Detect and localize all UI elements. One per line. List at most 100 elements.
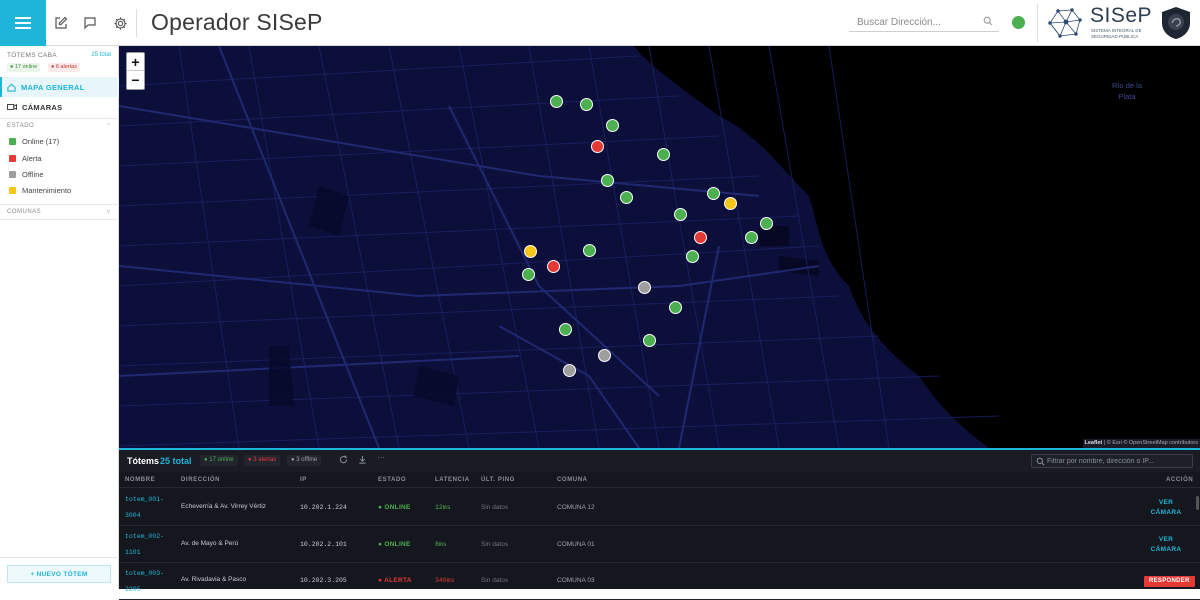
- home-icon: [7, 83, 16, 92]
- legend-maintenance[interactable]: Mantenimiento: [9, 186, 71, 195]
- table-title: Tótems: [127, 456, 160, 466]
- totem-marker-online[interactable]: [760, 217, 773, 230]
- table-toolbar: Tótems 25 total ● 17 online ● 3 alertas …: [119, 450, 1200, 472]
- totem-comuna: COMUNA 03: [557, 577, 595, 584]
- col-header-ip[interactable]: IP: [300, 477, 307, 483]
- col-header-nombre[interactable]: NOMBRE: [125, 477, 156, 483]
- totem-marker-online[interactable]: [745, 231, 758, 244]
- legend-alert[interactable]: Alerta: [9, 154, 42, 163]
- offline-chip[interactable]: ● 3 offline: [287, 455, 322, 466]
- address-search-input[interactable]: [849, 13, 974, 32]
- sidebar: TÓTEMS CABA 25 total ● 17 online ● 6 ale…: [0, 46, 119, 589]
- messages-button[interactable]: [80, 13, 100, 33]
- totem-marker-online[interactable]: [657, 148, 670, 161]
- table-header: NOMBRE DIRECCIÓN IP ESTADO LATENCIA ÚLT.…: [119, 472, 1200, 488]
- download-icon: [359, 455, 366, 464]
- table-filter-input[interactable]: [1047, 456, 1187, 467]
- search-icon[interactable]: [983, 16, 993, 26]
- alert-swatch: [9, 155, 16, 162]
- col-header-estado[interactable]: ESTADO: [378, 477, 407, 483]
- police-badge-icon: [1162, 7, 1190, 39]
- totem-marker-offline[interactable]: [563, 364, 576, 377]
- new-totem-button[interactable]: + NUEVO TÓTEM: [7, 565, 111, 583]
- totem-marker-online[interactable]: [559, 323, 572, 336]
- totem-state: ● ONLINE: [378, 504, 411, 511]
- comunas-section-label[interactable]: COMUNAS: [7, 209, 42, 215]
- table-filter[interactable]: [1031, 454, 1193, 468]
- col-header-comuna[interactable]: COMUNA: [557, 477, 588, 483]
- divider: [0, 557, 119, 558]
- totem-marker-online[interactable]: [522, 268, 535, 281]
- nav-item-camaras[interactable]: CÁMARAS: [0, 97, 119, 117]
- legend-label: Alerta: [22, 154, 42, 163]
- col-header-ult-ping[interactable]: ÚLT. PING: [481, 477, 515, 483]
- totem-address: Echeverría & Av. Virrey Vértiz: [181, 503, 266, 510]
- totem-name[interactable]: totem_002-1101: [125, 533, 165, 556]
- totem-marker-offline[interactable]: [598, 349, 611, 362]
- map-view[interactable]: + − Río de la Plata Leaflet | © Esri © O…: [119, 46, 1200, 448]
- settings-button[interactable]: [110, 13, 130, 33]
- respond-button[interactable]: RESPONDER: [1144, 576, 1195, 587]
- estado-section-label: ESTADO: [7, 123, 35, 129]
- refresh-icon: [339, 455, 348, 464]
- totem-marker-online[interactable]: [583, 244, 596, 257]
- totem-ip: 10.202.2.101: [300, 541, 347, 548]
- online-chip[interactable]: ● 17 online: [200, 455, 238, 466]
- logo-name: SISeP: [1090, 4, 1153, 27]
- totem-marker-online[interactable]: [686, 250, 699, 263]
- totem-marker-online[interactable]: [580, 98, 593, 111]
- col-header-latencia[interactable]: LATENCIA: [435, 477, 470, 483]
- totem-marker-online[interactable]: [674, 208, 687, 221]
- totem-marker-maintenance[interactable]: [724, 197, 737, 210]
- totem-latency: 340ms: [435, 577, 455, 584]
- zoom-in-button[interactable]: +: [127, 53, 144, 71]
- chat-icon: [84, 17, 96, 30]
- totem-marker-alert[interactable]: [694, 231, 707, 244]
- totem-marker-maintenance[interactable]: [524, 245, 537, 258]
- view-camera-link[interactable]: VER CÁMARA: [1150, 536, 1182, 553]
- edit-button[interactable]: [51, 13, 71, 33]
- totem-marker-online[interactable]: [550, 95, 563, 108]
- totem-marker-offline[interactable]: [638, 281, 651, 294]
- maintenance-swatch: [9, 187, 16, 194]
- chevron-down-icon[interactable]: v: [107, 209, 110, 215]
- page-title: Operador SISeP: [151, 9, 323, 35]
- col-header-accion: ACCIÓN: [1166, 477, 1194, 483]
- nav-item-mapa-general[interactable]: MAPA GENERAL: [0, 77, 119, 97]
- table-scrollbar[interactable]: [1196, 496, 1199, 510]
- totem-marker-online[interactable]: [707, 187, 720, 200]
- totem-marker-alert[interactable]: [591, 140, 604, 153]
- totem-marker-online[interactable]: [606, 119, 619, 132]
- nav-label: CÁMARAS: [22, 102, 63, 112]
- legend-offline[interactable]: Offline: [9, 170, 44, 179]
- totem-marker-online[interactable]: [643, 334, 656, 347]
- leaflet-link[interactable]: Leaflet: [1084, 440, 1103, 446]
- legend-online[interactable]: Online (17): [9, 137, 59, 146]
- network-logo-icon: [1048, 8, 1082, 38]
- totems-table-panel: Tótems 25 total ● 17 online ● 3 alertas …: [119, 448, 1200, 600]
- chevron-up-icon[interactable]: ^: [107, 123, 110, 129]
- refresh-button[interactable]: [339, 455, 348, 466]
- zoom-out-button[interactable]: −: [131, 72, 140, 88]
- totem-state: ● ONLINE: [378, 541, 411, 548]
- totem-name[interactable]: totem_001-3004: [125, 496, 165, 519]
- view-camera-link[interactable]: VER CÁMARA: [1150, 499, 1182, 516]
- totem-marker-online[interactable]: [601, 174, 614, 187]
- address-search[interactable]: [849, 12, 999, 32]
- totem-name[interactable]: totem_003-2205: [125, 570, 165, 593]
- online-count-badge: ● 17 online: [7, 63, 41, 72]
- more-options-button[interactable]: ···: [377, 453, 385, 462]
- totem-marker-online[interactable]: [669, 301, 682, 314]
- table-row[interactable]: totem_002-1101 Av. de Mayo & Perú 10.202…: [119, 526, 1200, 563]
- col-header-direccion[interactable]: DIRECCIÓN: [181, 477, 221, 483]
- totem-state: ● ALERTA: [378, 577, 412, 584]
- menu-button[interactable]: [0, 0, 46, 46]
- search-icon: [1036, 457, 1045, 466]
- totem-last-ping: Sin datos: [481, 504, 509, 511]
- table-row[interactable]: totem_003-2205 Av. Rivadavia & Pasco 10.…: [119, 563, 1200, 600]
- totem-marker-online[interactable]: [620, 191, 633, 204]
- alert-chip[interactable]: ● 3 alertas: [244, 455, 281, 466]
- totem-marker-alert[interactable]: [547, 260, 560, 273]
- table-row[interactable]: totem_001-3004 Echeverría & Av. Virrey V…: [119, 489, 1200, 526]
- download-button[interactable]: [358, 455, 367, 466]
